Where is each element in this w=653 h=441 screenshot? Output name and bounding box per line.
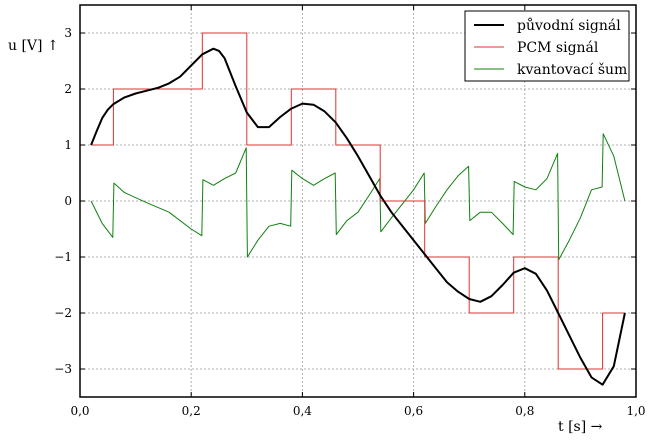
y-tick-labels: 3 2 1 0 −1 −2 −3	[54, 26, 72, 376]
y-tick-label: −3	[54, 362, 72, 376]
x-tick-label: 0,0	[70, 404, 89, 418]
x-tick-label: 0,6	[404, 404, 423, 418]
legend: původní signál PCM signál kvantovací šum	[464, 10, 630, 82]
x-tick-labels: 0,0 0,2 0,4 0,6 0,8 1,0	[70, 404, 645, 418]
y-tick-label: 3	[64, 26, 72, 40]
y-tick-label: −2	[54, 306, 72, 320]
legend-entry-pcm-label: PCM signál	[517, 40, 599, 56]
x-tick-label: 0,8	[515, 404, 534, 418]
series-lines	[90, 32, 626, 386]
legend-box	[464, 10, 630, 82]
y-tick-label: −1	[54, 250, 72, 264]
original-signal-line	[90, 47, 626, 386]
y-tick-label: 2	[64, 82, 72, 96]
y-axis-label: u [V] ↑	[8, 38, 59, 54]
y-tick-label: 0	[64, 194, 72, 208]
x-tick-label: 1,0	[626, 404, 645, 418]
axis-ticks	[79, 5, 637, 397]
x-tick-label: 0,2	[182, 404, 201, 418]
y-tick-label: 1	[64, 138, 72, 152]
x-axis-label: t [s] →	[558, 419, 603, 435]
x-tick-label: 0,4	[293, 404, 312, 418]
legend-entry-noise-label: kvantovací šum	[517, 61, 627, 78]
legend-entry-original-label: původní signál	[517, 17, 621, 34]
pcm-signal-line	[91, 32, 625, 370]
